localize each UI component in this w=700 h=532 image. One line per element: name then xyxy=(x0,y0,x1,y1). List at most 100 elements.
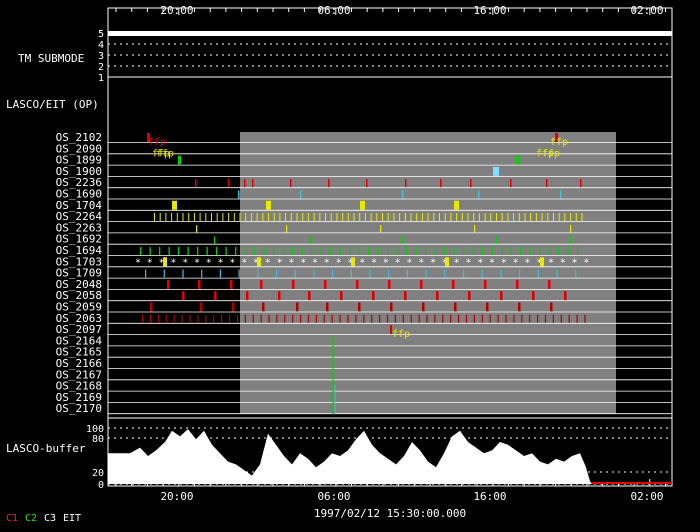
schedule-mark xyxy=(402,190,404,199)
schedule-mark xyxy=(163,269,165,278)
schedule-mark xyxy=(422,302,425,312)
schedule-mark xyxy=(276,314,278,323)
os-row-label: OS_2063 xyxy=(56,312,102,325)
time-tick-label-bottom: 06:00 xyxy=(317,490,350,503)
schedule-mark xyxy=(364,213,366,222)
schedule-mark xyxy=(244,246,246,255)
schedule-mark xyxy=(529,246,531,255)
schedule-mark xyxy=(252,179,254,188)
schedule-mark xyxy=(301,246,303,255)
schedule-mark xyxy=(181,314,183,323)
schedule-mark xyxy=(482,246,484,255)
schedule-mark xyxy=(452,279,455,289)
schedule-mark xyxy=(216,213,218,222)
star-marker: * xyxy=(300,257,306,268)
schedule-mark xyxy=(558,213,560,222)
schedule-mark xyxy=(444,246,446,255)
schedule-mark xyxy=(501,246,503,255)
schedule-mark xyxy=(171,213,173,222)
star-marker: * xyxy=(359,257,365,268)
schedule-mark xyxy=(577,246,579,255)
schedule-mark xyxy=(368,246,370,255)
buffer-tick-label: 0 xyxy=(98,480,104,491)
time-tick-label-bottom: 16:00 xyxy=(473,490,506,503)
schedule-mark xyxy=(558,246,560,255)
schedule-mark xyxy=(311,246,313,255)
schedule-mark xyxy=(570,236,572,244)
schedule-mark xyxy=(228,314,231,323)
schedule-mark xyxy=(359,213,361,222)
schedule-mark xyxy=(290,213,292,222)
schedule-mark xyxy=(149,246,151,255)
schedule-mark xyxy=(257,257,261,267)
schedule-mark xyxy=(228,179,230,188)
schedule-mark xyxy=(425,269,427,278)
schedule-mark xyxy=(213,314,215,323)
schedule-mark xyxy=(454,200,459,210)
schedule-mark xyxy=(497,314,499,323)
schedule-mark xyxy=(404,291,407,301)
star-marker: * xyxy=(159,257,165,268)
schedule-mark xyxy=(473,213,475,222)
schedule-mark xyxy=(496,213,497,222)
os-row-label: OS_2102 xyxy=(56,131,102,144)
schedule-mark xyxy=(575,213,577,222)
schedule-mark xyxy=(524,213,526,222)
buffer-tick-label: 100 xyxy=(86,424,104,435)
time-tick-label-top: 20:00 xyxy=(160,4,193,17)
schedule-mark xyxy=(275,269,278,278)
schedule-mark xyxy=(244,179,246,188)
schedule-mark xyxy=(463,246,465,255)
schedule-mark xyxy=(257,269,259,278)
schedule-mark xyxy=(564,213,566,222)
schedule-mark xyxy=(197,246,199,255)
schedule-mark xyxy=(556,269,558,278)
schedule-mark xyxy=(313,213,315,222)
ffp-marker: ffp xyxy=(542,148,560,159)
schedule-mark xyxy=(410,314,412,323)
os-row-label: OS_1690 xyxy=(56,188,102,201)
schedule-mark xyxy=(292,314,294,323)
schedule-mark xyxy=(546,179,548,188)
star-marker: * xyxy=(336,257,342,268)
schedule-mark xyxy=(236,314,238,323)
schedule-mark xyxy=(263,246,265,255)
schedule-mark xyxy=(372,291,375,301)
schedule-mark xyxy=(328,179,330,188)
schedule-mark xyxy=(363,314,365,323)
schedule-mark xyxy=(458,314,460,323)
schedule-mark xyxy=(154,213,155,222)
schedule-mark xyxy=(468,291,471,301)
schedule-mark xyxy=(216,246,218,255)
schedule-mark xyxy=(193,213,195,222)
schedule-mark xyxy=(537,314,539,323)
schedule-mark xyxy=(481,314,483,323)
schedule-mark xyxy=(425,246,427,255)
schedule-mark xyxy=(454,302,457,312)
schedule-mark xyxy=(294,269,296,278)
schedule-mark xyxy=(390,302,393,312)
schedule-mark xyxy=(490,213,492,222)
schedule-mark xyxy=(436,291,439,301)
schedule-mark xyxy=(489,314,491,323)
schedule-mark xyxy=(239,213,241,222)
schedule-mark xyxy=(581,213,583,222)
schedule-mark xyxy=(500,291,503,301)
tm-submode-level: 1 xyxy=(98,73,104,84)
schedule-mark xyxy=(339,246,341,255)
star-marker: * xyxy=(229,257,235,268)
schedule-mark xyxy=(358,246,360,255)
schedule-mark xyxy=(140,246,142,255)
schedule-mark xyxy=(197,314,199,323)
star-marker: * xyxy=(489,257,495,268)
schedule-mark xyxy=(252,314,254,323)
schedule-mark xyxy=(284,314,286,323)
schedule-mark xyxy=(290,179,292,188)
os-row-label: OS_2097 xyxy=(56,323,102,336)
schedule-mark xyxy=(386,314,389,323)
schedule-mark xyxy=(529,314,531,323)
os-row-label: OS_1694 xyxy=(56,244,103,257)
star-marker: * xyxy=(218,257,224,268)
schedule-mark xyxy=(584,314,586,323)
